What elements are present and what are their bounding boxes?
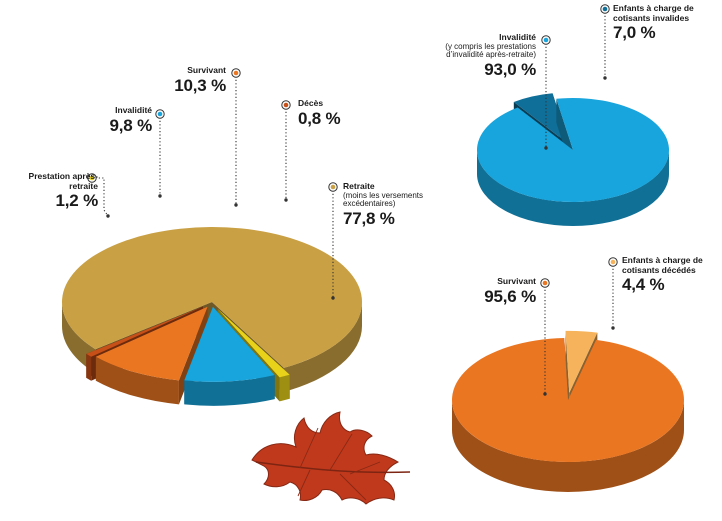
leader-enfants-invalides	[600, 4, 610, 80]
pie0-rim-prestation-apres-retraite	[279, 374, 290, 402]
label-enfants-invalides-name: Enfants à charge de cotisants invalides	[613, 3, 694, 23]
label-survivant-main: Survivant 10,3 %	[136, 65, 226, 95]
label-enfants-decedes-value: 4,4 %	[622, 275, 665, 295]
leader-enfants-decedes	[608, 257, 618, 330]
pie1-top-invalidite	[477, 98, 669, 202]
maple-leaf-stem	[255, 461, 411, 474]
label-prestation-value: 1,2 %	[55, 191, 99, 211]
label-deces-name: Décès	[298, 98, 324, 108]
main-pie-chart	[61, 227, 362, 406]
pie0-top-retraite	[61, 227, 362, 368]
label-invalidite-tr-name: Invalidité	[499, 32, 536, 42]
leader-retraite	[328, 182, 338, 300]
label-deces: Décès 0,8 %	[298, 98, 378, 128]
pie1-slice-invalidite	[477, 98, 669, 226]
label-enfants-decedes-name: Enfants à charge de cotisants décédés	[622, 255, 703, 275]
label-invalidite-tr-value: 93,0 %	[484, 60, 536, 80]
label-retraite-value: 77,8 %	[343, 209, 395, 229]
leader-invalidite-tr	[541, 35, 551, 150]
pie0-rim-deces	[86, 353, 92, 381]
pie0-top-survivant	[95, 306, 208, 381]
label-deces-value: 0,8 %	[298, 108, 341, 128]
leader-deces	[281, 100, 291, 202]
pie0-top-invalidite	[184, 306, 275, 382]
label-invalidite-tr-note: (y compris les prestations d’invalidité …	[445, 41, 536, 60]
pie1-top-enfants-a-charge-de-cotisants-invalides	[513, 93, 570, 145]
maple-leaf-shape	[251, 411, 400, 505]
label-enfants-invalides: Enfants à charge de cotisants invalides …	[613, 3, 713, 43]
label-prestation-apres-retraite: Prestation après-retraite 1,2 %	[8, 171, 99, 211]
pie0-rim-survivant	[95, 356, 179, 405]
label-retraite-note: (moins les versements excédentaires)	[343, 190, 424, 209]
pie0-top-deces	[86, 306, 203, 357]
label-invalidite-main-value: 9,8 %	[109, 115, 153, 135]
pie2-slice-survivant	[452, 338, 684, 492]
pie2-top-enfants-a-charge-de-cotisants-decedes	[565, 330, 598, 393]
label-enfants-invalides-value: 7,0 %	[613, 23, 656, 43]
pie0-slice-invalidite	[184, 306, 275, 406]
pie0-rim-invalidite	[184, 375, 275, 406]
label-enfants-decedes: Enfants à charge de cotisants décédés 4,…	[622, 255, 718, 295]
leader-survivant-br	[540, 278, 550, 396]
pie0-rim-retraite	[283, 302, 362, 392]
label-survivant-br-value: 95,6 %	[484, 286, 536, 306]
leader-survivant-main	[231, 68, 241, 207]
survivant-pie-chart	[452, 330, 684, 492]
label-retraite: Retraite (moins les versements excédenta…	[343, 181, 453, 229]
pie2-top-survivant	[452, 338, 684, 462]
maple-leaf-icon	[251, 411, 411, 505]
maple-leaf-veins	[297, 427, 381, 501]
pie2-rim-survivant	[452, 400, 684, 492]
pie1-rim-invalidite	[477, 150, 669, 226]
label-survivant-br: Survivant 95,6 %	[456, 276, 536, 306]
leader-prestation	[87, 173, 110, 218]
label-retraite-name: Retraite	[343, 181, 375, 191]
leader-invalidite-main	[155, 109, 165, 198]
label-invalidite-main: Invalidité 9,8 %	[62, 105, 153, 135]
label-prestation-name: Prestation après-retraite	[28, 171, 98, 191]
label-survivant-main-value: 10,3 %	[174, 75, 226, 95]
label-survivant-main-name: Survivant	[187, 65, 226, 75]
label-invalidite-tr: Invalidité (y compris les prestations d’…	[418, 32, 536, 80]
leader-lines	[87, 4, 618, 396]
label-invalidite-main-name: Invalidité	[115, 105, 152, 115]
invalidite-pie-chart	[477, 93, 669, 226]
label-survivant-br-name: Survivant	[497, 276, 536, 286]
pie0-top-prestation-apres-retraite	[217, 308, 290, 378]
